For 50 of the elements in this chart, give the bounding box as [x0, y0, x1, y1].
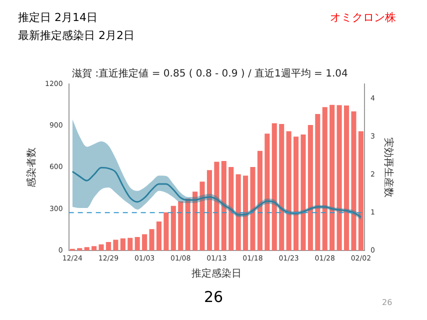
- line-series: [72, 166, 362, 218]
- bar: [98, 244, 104, 251]
- bar: [77, 248, 82, 251]
- bar: [257, 150, 262, 251]
- bar: [120, 238, 126, 251]
- bar: [149, 229, 154, 251]
- bar: [358, 131, 364, 251]
- bar: [228, 167, 234, 251]
- bar: [206, 170, 212, 251]
- bar: [221, 161, 226, 251]
- bar: [336, 105, 342, 251]
- bar: [351, 111, 356, 251]
- bar: [92, 246, 97, 251]
- bar: [279, 124, 284, 251]
- y2-axis-title: 実効再生産数: [382, 137, 394, 198]
- bar: [134, 236, 140, 251]
- text: 26: [204, 288, 224, 306]
- bar: [178, 201, 184, 251]
- bar: [200, 182, 205, 251]
- bar: [308, 124, 313, 251]
- x-axis-title: 推定感染日: [192, 268, 242, 280]
- bar: [322, 107, 328, 251]
- bar: [192, 192, 198, 251]
- bar: [214, 162, 220, 251]
- bar: [330, 104, 335, 251]
- bar: [344, 106, 350, 251]
- bar: [164, 212, 169, 251]
- bar: [128, 238, 133, 251]
- bar: [264, 134, 270, 251]
- chart-title: 滋賀 :直近推定値 = 0.85 ( 0.8 - 0.9 ) / 直近1週平均 = 1.04: [72, 68, 348, 80]
- bar: [156, 221, 162, 251]
- bar: [315, 114, 320, 251]
- bar: [185, 198, 190, 251]
- bar: [243, 176, 248, 251]
- bar: [286, 131, 292, 251]
- bar: [142, 234, 148, 251]
- bar: [113, 240, 118, 251]
- bar: [84, 247, 90, 251]
- bar: [300, 134, 306, 251]
- text: 最新推定感染日 2月2日: [18, 28, 134, 43]
- bar: [250, 167, 256, 251]
- bar: [106, 242, 112, 251]
- text: 26: [382, 298, 392, 307]
- bar: [294, 136, 299, 251]
- text: オミクロン株: [330, 10, 396, 25]
- y-axis-title: 感染者数: [26, 147, 38, 188]
- bar: [170, 206, 176, 251]
- bar: [272, 123, 277, 251]
- text: 推定日 2月14日: [18, 10, 98, 25]
- bar: [236, 174, 241, 251]
